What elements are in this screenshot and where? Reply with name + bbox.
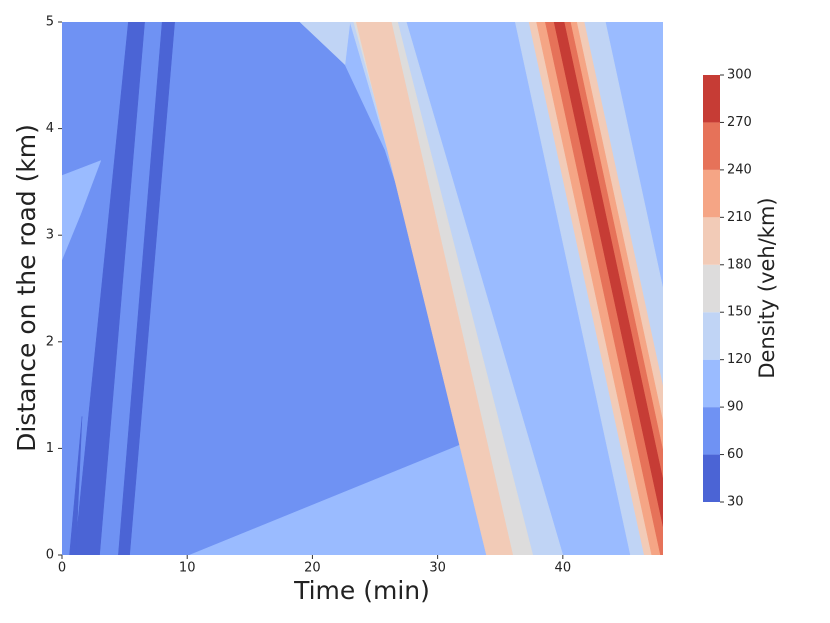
- contour-region: [355, 22, 514, 555]
- x-tick-label: 30: [429, 561, 446, 576]
- colorbar-tick-label: 270: [727, 115, 752, 130]
- colorbar-segment: [703, 122, 720, 170]
- colorbar-tick-label: 210: [727, 210, 752, 225]
- colorbar-tick-label: 90: [727, 400, 744, 415]
- colorbar-segment: [703, 217, 720, 265]
- x-axis-label: Time (min): [293, 576, 430, 605]
- y-tick-label: 0: [46, 548, 54, 563]
- colorbar-tick-label: 150: [727, 305, 752, 320]
- x-tick-label: 40: [555, 561, 572, 576]
- contour-region: [69, 416, 83, 555]
- colorbar-segment: [703, 359, 720, 408]
- colorbar-tick-label: 60: [727, 447, 744, 462]
- colorbar-segment: [703, 454, 720, 502]
- contour-region: [536, 22, 663, 555]
- colorbar-tick-label: 240: [727, 162, 752, 177]
- colorbar-segment: [703, 75, 720, 123]
- y-tick-label: 2: [46, 334, 54, 349]
- colorbar-segment: [703, 312, 720, 360]
- colorbar-label: Density (veh/km): [755, 197, 779, 378]
- y-tick-label: 5: [46, 15, 54, 30]
- contour-region: [553, 22, 663, 528]
- colorbar-tick-label: 120: [727, 352, 752, 367]
- colorbar-tick-label: 300: [727, 68, 752, 83]
- x-tick-label: 20: [304, 561, 321, 576]
- colorbar-tick-label: 180: [727, 257, 752, 272]
- contour-region: [545, 22, 663, 555]
- contour-region: [299, 22, 351, 66]
- colorbar-tick-label: 30: [727, 495, 744, 510]
- contour-region: [74, 22, 145, 555]
- colorbar-segment: [703, 169, 720, 218]
- y-tick-label: 4: [46, 121, 54, 136]
- x-tick-label: 0: [58, 561, 66, 576]
- contour-region: [62, 160, 102, 260]
- contour-region: [118, 22, 175, 555]
- y-axis-label: Distance on the road (km): [12, 124, 41, 452]
- plot-area: [62, 22, 663, 555]
- x-tick-label: 10: [179, 561, 196, 576]
- colorbar-segment: [703, 264, 720, 313]
- y-tick-label: 3: [46, 228, 54, 243]
- colorbar-segment: [703, 407, 720, 455]
- y-tick-label: 1: [46, 441, 54, 456]
